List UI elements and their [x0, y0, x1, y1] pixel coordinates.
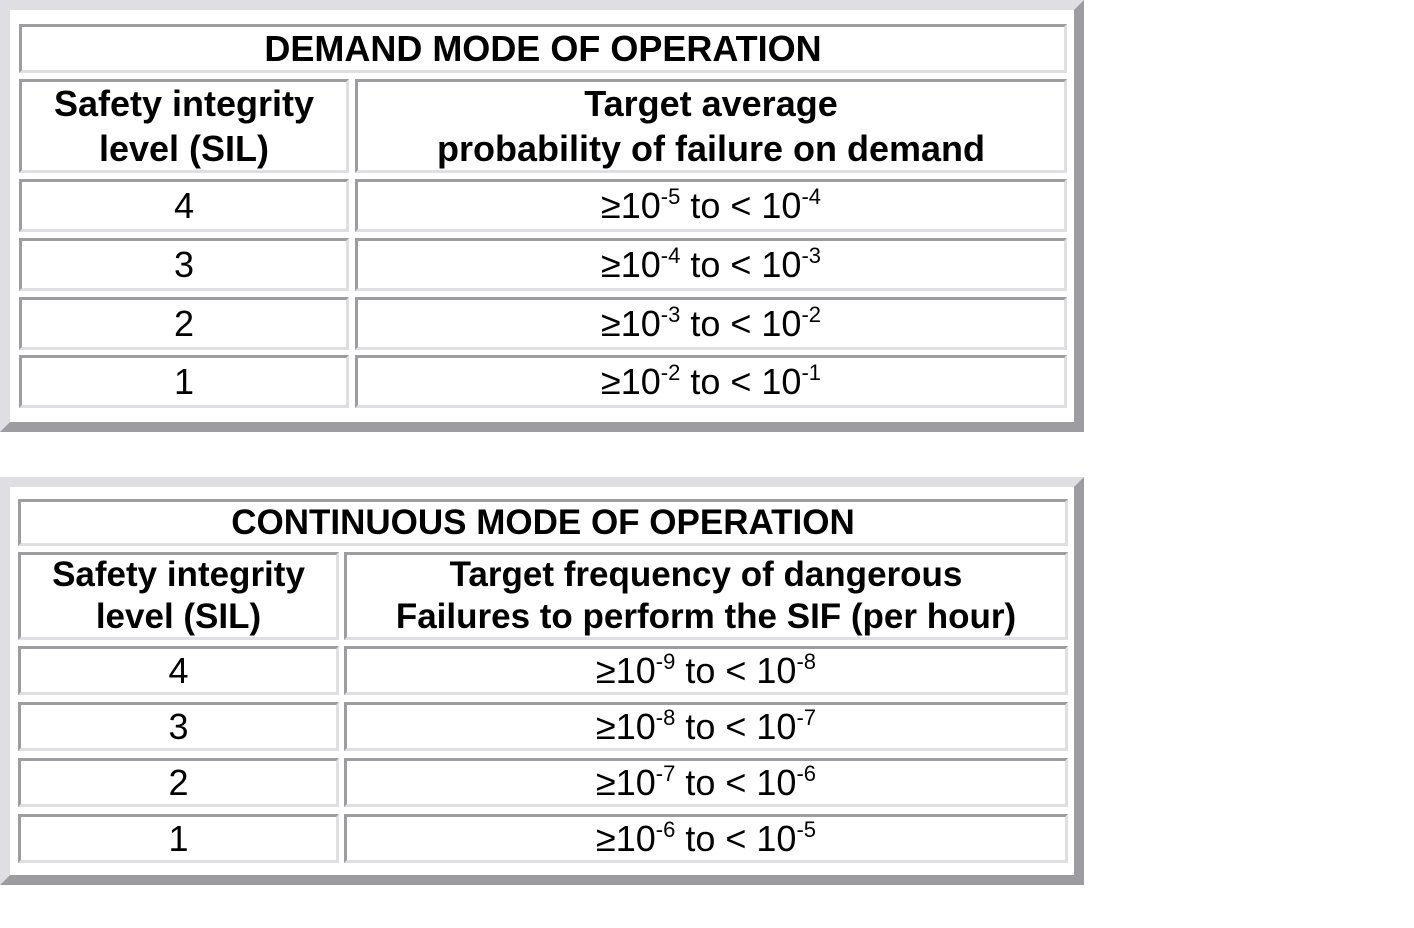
header-sil-text: Safety integrity level (SIL): [53, 83, 315, 169]
upper-exponent: -6: [796, 760, 817, 786]
table-row-range: ≥10-2 to < 10-1: [355, 355, 1067, 408]
to-text: to < 10: [680, 243, 802, 285]
ge-text: ≥10: [600, 302, 661, 344]
title-text: DEMAND MODE OF OPERATION: [264, 28, 822, 69]
header-sil: Safety integrity level (SIL): [19, 79, 349, 173]
table-row-range: ≥10-7 to < 10-6: [344, 758, 1068, 807]
title-text: CONTINUOUS MODE OF OPERATION: [231, 502, 855, 542]
upper-exponent: -7: [796, 704, 817, 730]
header-sil-text: Safety integrity level (SIL): [52, 555, 305, 636]
table-row-range: ≥10-5 to < 10-4: [355, 179, 1067, 232]
lower-exponent: -4: [660, 242, 681, 268]
range-value: ≥10-9 to < 10-8: [595, 648, 817, 692]
range-value: ≥10-6 to < 10-5: [595, 816, 817, 860]
sil-value: 2: [173, 302, 195, 344]
table-row-sil: 3: [19, 238, 349, 291]
lower-exponent: -9: [655, 648, 676, 674]
sil-value: 2: [168, 761, 189, 803]
table-row-sil: 4: [18, 646, 339, 695]
lower-exponent: -2: [660, 359, 681, 385]
table-row-sil: 2: [19, 297, 349, 350]
table-row-range: ≥10-6 to < 10-5: [344, 814, 1068, 863]
to-text: to < 10: [675, 817, 797, 859]
to-text: to < 10: [675, 761, 797, 803]
header-target: Target frequency of dangerous Failures to…: [344, 552, 1068, 640]
table-row-sil: 1: [19, 355, 349, 408]
ge-text: ≥10: [595, 705, 656, 747]
header-line1: Target average: [584, 83, 838, 124]
upper-exponent: -5: [796, 816, 817, 842]
range-value: ≥10-2 to < 10-1: [600, 359, 822, 403]
table-row-range: ≥10-4 to < 10-3: [355, 238, 1067, 291]
demand-mode-table: DEMAND MODE OF OPERATION Safety integrit…: [0, 0, 1084, 432]
table-row-sil: 3: [18, 702, 339, 751]
range-value: ≥10-8 to < 10-7: [595, 704, 817, 748]
table-title: CONTINUOUS MODE OF OPERATION: [18, 499, 1068, 546]
ge-text: ≥10: [595, 817, 656, 859]
ge-text: ≥10: [600, 243, 661, 285]
upper-exponent: -1: [801, 359, 822, 385]
sil-value: 1: [173, 360, 195, 402]
to-text: to < 10: [675, 649, 797, 691]
range-value: ≥10-3 to < 10-2: [600, 301, 822, 345]
lower-exponent: -7: [655, 760, 676, 786]
to-text: to < 10: [680, 360, 802, 402]
sil-value: 3: [173, 243, 195, 285]
header-line2: probability of failure on demand: [436, 128, 986, 169]
table-row-sil: 2: [18, 758, 339, 807]
sil-value: 3: [168, 705, 189, 747]
to-text: to < 10: [680, 302, 802, 344]
sil-value: 4: [173, 184, 195, 226]
ge-text: ≥10: [600, 360, 661, 402]
lower-exponent: -6: [655, 816, 676, 842]
table-row-range: ≥10-3 to < 10-2: [355, 297, 1067, 350]
ge-text: ≥10: [600, 184, 661, 226]
header-line1: Target frequency of dangerous: [449, 555, 963, 594]
range-value: ≥10-7 to < 10-6: [595, 760, 817, 804]
range-value: ≥10-4 to < 10-3: [600, 242, 822, 286]
upper-exponent: -8: [796, 648, 817, 674]
upper-exponent: -2: [801, 301, 822, 327]
sil-value: 1: [168, 817, 189, 859]
table-row-sil: 4: [19, 179, 349, 232]
to-text: to < 10: [675, 705, 797, 747]
range-value: ≥10-5 to < 10-4: [600, 183, 822, 227]
table-row-range: ≥10-9 to < 10-8: [344, 646, 1068, 695]
table-title: DEMAND MODE OF OPERATION: [19, 24, 1067, 73]
table-row-sil: 1: [18, 814, 339, 863]
header-sil: Safety integrity level (SIL): [18, 552, 339, 640]
ge-text: ≥10: [595, 649, 656, 691]
lower-exponent: -5: [660, 183, 681, 209]
upper-exponent: -3: [801, 242, 822, 268]
ge-text: ≥10: [595, 761, 656, 803]
continuous-mode-table: CONTINUOUS MODE OF OPERATION Safety inte…: [0, 477, 1084, 885]
table-row-range: ≥10-8 to < 10-7: [344, 702, 1068, 751]
sil-value: 4: [168, 649, 189, 691]
header-target: Target average probability of failure on …: [355, 79, 1067, 173]
lower-exponent: -8: [655, 704, 676, 730]
header-line2: Failures to perform the SIF (per hour): [395, 597, 1017, 636]
lower-exponent: -3: [660, 301, 681, 327]
upper-exponent: -4: [801, 183, 822, 209]
to-text: to < 10: [680, 184, 802, 226]
